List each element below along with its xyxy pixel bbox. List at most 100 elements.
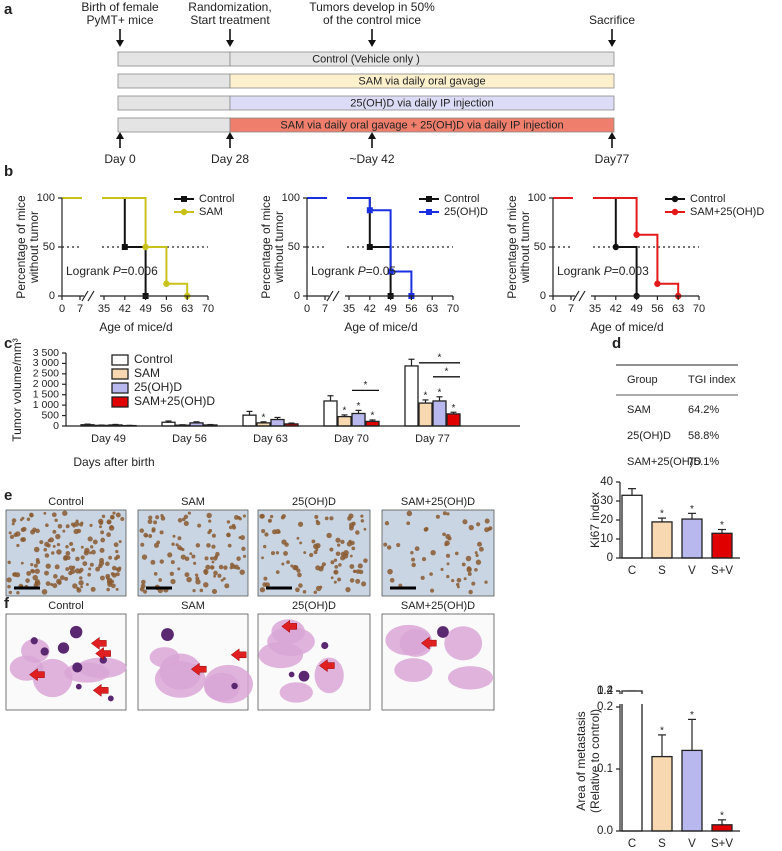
x-tick-label: S [658, 565, 666, 577]
x-tick-label: 35 [98, 303, 110, 315]
y-tick-label: 100 [37, 192, 55, 204]
nucleus [270, 551, 276, 556]
nucleus [62, 529, 66, 533]
nucleus [30, 569, 34, 573]
x-tick-label: Day 70 [334, 433, 369, 445]
nucleus [333, 569, 339, 575]
x-tick-label: 7 [77, 303, 83, 315]
nucleus [330, 560, 335, 565]
nucleus [241, 546, 246, 551]
nucleus [296, 568, 301, 573]
nucleus [263, 544, 267, 549]
nucleus [87, 536, 93, 542]
nucleus [85, 582, 89, 586]
nucleus [349, 578, 355, 583]
legend-label: SAM+25(OH)D [690, 206, 764, 218]
nucleus [223, 565, 228, 570]
annotation-part: Logrank [311, 264, 358, 278]
nucleus [264, 532, 269, 537]
arrow [420, 636, 437, 650]
metastasis [288, 671, 295, 678]
annotation-part: P [358, 264, 366, 278]
image-label: 25(OH)D [292, 496, 336, 508]
table-cell: 64.2% [688, 404, 719, 416]
nucleus [349, 554, 353, 558]
significance: * [424, 391, 428, 402]
y-tick-label: 3 500 [33, 347, 59, 359]
nucleus [89, 545, 94, 549]
y-tick-label: 500 [41, 409, 59, 421]
group-bar [229, 95, 615, 111]
nucleus [295, 587, 300, 593]
bar [242, 414, 257, 427]
nucleus [318, 566, 324, 572]
nucleus [11, 518, 17, 523]
nucleus [204, 556, 209, 561]
nucleus [110, 579, 115, 584]
x-tick-label: 49 [384, 303, 396, 315]
significance: * [690, 504, 694, 515]
x-tick-label: 49 [630, 303, 642, 315]
annotation: Logrank P=0.003 [557, 264, 649, 278]
bar [446, 413, 461, 427]
nucleus [334, 564, 339, 569]
axis-break [326, 290, 334, 302]
nucleus [35, 528, 40, 534]
axis-break-gap [612, 694, 742, 704]
nucleus [309, 552, 314, 558]
group-bar [117, 51, 231, 67]
panel-label: c [4, 335, 12, 352]
nucleus [333, 580, 337, 584]
nucleus [79, 567, 84, 573]
marker [612, 243, 619, 251]
marker [163, 280, 170, 287]
x-tick-label: 42 [364, 303, 376, 315]
event-label: Start treatment [190, 13, 270, 27]
nucleus [315, 520, 321, 526]
nucleus [9, 534, 15, 540]
significance: * [357, 401, 361, 412]
x-axis-label: Age of mice/d [344, 320, 417, 334]
nucleus [430, 588, 435, 593]
nucleus [421, 557, 427, 562]
step-line [657, 282, 680, 296]
nucleus [445, 553, 451, 558]
arrow [318, 659, 335, 673]
nucleus [140, 542, 145, 547]
lung-lobe [21, 638, 50, 663]
legend-marker [426, 196, 432, 202]
nucleus [46, 543, 51, 548]
bar [711, 532, 733, 559]
bar [711, 824, 733, 832]
nucleus [177, 518, 183, 523]
legend-marker [181, 196, 187, 202]
nucleus [197, 523, 202, 528]
metastasis [75, 683, 82, 690]
event-label: Sacrifice [589, 13, 635, 27]
nucleus [468, 589, 473, 595]
nucleus [29, 512, 34, 518]
nucleus [474, 568, 478, 572]
bar [432, 400, 447, 427]
nucleus [297, 521, 304, 527]
legend-swatch [111, 382, 129, 394]
axis-break [332, 290, 340, 302]
image-label: SAM [181, 600, 205, 612]
x-tick-label: 7 [568, 303, 574, 315]
nucleus [203, 569, 207, 573]
nucleus [383, 542, 388, 547]
nucleus [88, 551, 92, 555]
nucleus [186, 576, 192, 583]
nucleus [11, 522, 15, 526]
nucleus [56, 549, 62, 555]
nucleus [12, 572, 16, 577]
nucleus [261, 529, 266, 534]
nucleus [7, 584, 11, 589]
nucleus [302, 590, 307, 594]
y-tick-label: 0.1 [597, 763, 613, 775]
legend-swatch [111, 396, 129, 408]
marker [654, 280, 661, 287]
table-cell: 58.8% [688, 430, 719, 442]
group-bar [229, 73, 615, 89]
